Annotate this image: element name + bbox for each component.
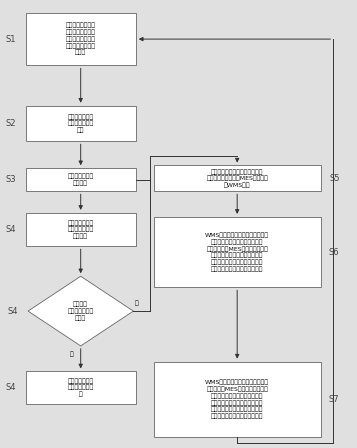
- FancyBboxPatch shape: [26, 13, 136, 65]
- Text: S4: S4: [8, 306, 19, 315]
- Text: 收集在线检测设
备中的物料检测
数据: 收集在线检测设 备中的物料检测 数据: [67, 114, 94, 133]
- FancyBboxPatch shape: [26, 168, 136, 191]
- Text: WMS系统根据生产物料的物料信息
分析物料批次、厂家和库位号，
分析结果通过MES系统传输至物料
自适应调整调度系统，物料自适
应调整调度系统根据分析结果将
同: WMS系统根据生产物料的物料信息 分析物料批次、厂家和库位号， 分析结果通过ME…: [205, 233, 269, 272]
- Text: S4: S4: [5, 225, 16, 234]
- Text: S2: S2: [5, 119, 16, 128]
- Text: 统计并监控物料
检测数据: 统计并监控物料 检测数据: [67, 174, 94, 186]
- Text: 否: 否: [135, 300, 139, 306]
- Polygon shape: [28, 276, 133, 346]
- Text: 生产物料
的合格率是否符
合标准: 生产物料 的合格率是否符 合标准: [67, 302, 94, 321]
- FancyBboxPatch shape: [26, 213, 136, 246]
- Text: S3: S3: [5, 175, 16, 184]
- Text: 继续使用生产物
料进行后续的生
产: 继续使用生产物 料进行后续的生 产: [67, 378, 94, 397]
- FancyBboxPatch shape: [154, 165, 321, 191]
- Text: S1: S1: [5, 34, 16, 43]
- Text: S6: S6: [329, 248, 340, 257]
- Text: 是: 是: [70, 351, 74, 357]
- FancyBboxPatch shape: [154, 362, 321, 438]
- FancyBboxPatch shape: [154, 217, 321, 288]
- Text: S4: S4: [5, 383, 16, 392]
- FancyBboxPatch shape: [26, 106, 136, 142]
- Text: S5: S5: [329, 174, 340, 183]
- Text: 物料自适应调整调度系统将生产
物料的物料信息通过MES系统传送
至WMS系统: 物料自适应调整调度系统将生产 物料的物料信息通过MES系统传送 至WMS系统: [206, 169, 268, 188]
- Text: S7: S7: [329, 395, 340, 404]
- Text: WMS发出新批次的生产物料的物料
信息，通过MES系统传输至物料自
适应调整调度系统，物料自适应
调整调度系统根据新批次的生产
物料的物料信息调度新批次的生
产: WMS发出新批次的生产物料的物料 信息，通过MES系统传输至物料自 适应调整调度…: [205, 380, 269, 419]
- FancyBboxPatch shape: [26, 371, 136, 404]
- Text: 根据物料检测数
据计算生产物料
的合格率: 根据物料检测数 据计算生产物料 的合格率: [67, 220, 94, 239]
- Text: 在生产物料检测工
位使用在线检测设
备对生产物料进行
检测，得出物料检
测数据: 在生产物料检测工 位使用在线检测设 备对生产物料进行 检测，得出物料检 测数据: [66, 23, 96, 56]
